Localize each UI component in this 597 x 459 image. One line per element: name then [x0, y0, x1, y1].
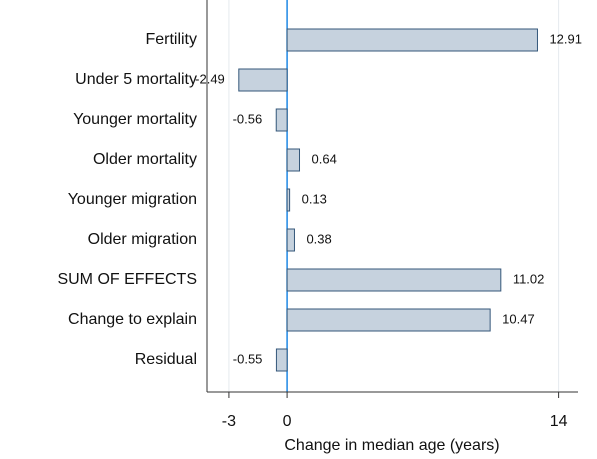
bar	[286, 268, 502, 292]
y-tick-label: Older mortality	[93, 151, 197, 168]
y-tick-label: Older migration	[88, 231, 197, 248]
bar	[286, 228, 295, 252]
bar	[286, 28, 538, 52]
value-label: 0.38	[306, 231, 331, 246]
y-tick-label: SUM OF EFFECTS	[57, 271, 197, 288]
value-label: 0.64	[312, 151, 337, 166]
y-tick-label: Younger migration	[68, 191, 197, 208]
x-tick-label: -3	[222, 413, 236, 430]
bar	[275, 348, 288, 372]
value-label: 0.13	[302, 191, 327, 206]
x-tick-label: 14	[550, 413, 568, 430]
bar	[286, 188, 291, 212]
x-tick-label: 0	[283, 413, 292, 430]
bar	[286, 308, 491, 332]
y-tick-label: Younger mortality	[73, 111, 197, 128]
value-label: -0.55	[233, 351, 263, 366]
value-label: -0.56	[233, 111, 263, 126]
value-label: 11.02	[513, 271, 545, 286]
bar	[275, 108, 288, 132]
value-label: -2.49	[195, 71, 225, 86]
y-tick-label: Under 5 mortality	[75, 71, 197, 88]
bar	[286, 148, 301, 172]
y-tick-label: Fertility	[145, 31, 197, 48]
x-axis-label: Change in median age (years)	[284, 437, 499, 454]
value-label: 12.91	[549, 31, 582, 46]
y-tick-label: Residual	[135, 351, 197, 368]
bar	[238, 68, 288, 92]
y-tick-label: Change to explain	[68, 311, 197, 328]
value-label: 10.47	[502, 311, 535, 326]
